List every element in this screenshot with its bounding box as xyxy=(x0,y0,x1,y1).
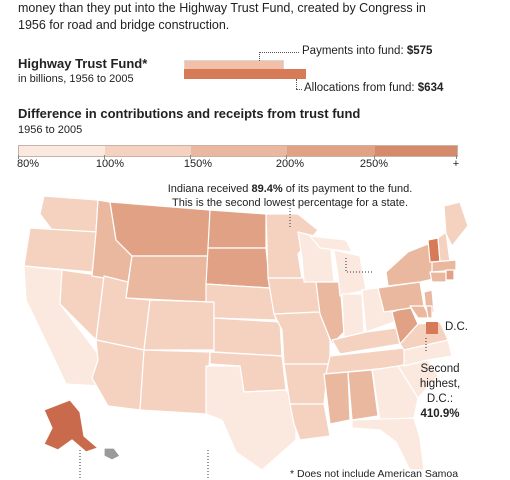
scale-segment-2 xyxy=(105,146,191,156)
scale-label: 250% xyxy=(359,158,389,170)
scale-tick xyxy=(374,155,375,159)
scale-label: 150% xyxy=(183,158,213,170)
scale-label: 80% xyxy=(16,158,40,170)
intro-text: money than they put into the Highway Tru… xyxy=(18,0,498,34)
indiana-line-2: This is the second lowest percentage for… xyxy=(171,197,409,209)
state-arizona xyxy=(91,339,145,411)
state-florida xyxy=(351,417,425,471)
scale-tick xyxy=(456,155,457,159)
state-north-dakota xyxy=(207,209,267,249)
state-washington xyxy=(39,195,99,233)
state-south-dakota xyxy=(205,247,271,289)
intro-line-2: 1956 for road and bridge construction. xyxy=(18,18,230,32)
state-iowa xyxy=(267,277,321,315)
scale-segment-5 xyxy=(375,146,457,156)
state-montana xyxy=(109,201,211,257)
allocations-value: $634 xyxy=(417,82,444,94)
difference-title: Difference in contributions and receipts… xyxy=(18,106,361,121)
state-oregon xyxy=(23,227,99,273)
state-kansas xyxy=(213,317,283,357)
scale-tick xyxy=(18,155,19,159)
scale-segment-3 xyxy=(191,146,287,156)
state-mississippi xyxy=(323,371,351,425)
allocations-label: Allocations from fund: $634 xyxy=(304,82,444,94)
state-delaware xyxy=(425,305,433,319)
state-michigan-up xyxy=(309,235,353,253)
us-map xyxy=(23,195,469,480)
allocations-leader-v xyxy=(296,79,297,89)
state-massachusetts xyxy=(431,259,457,273)
state-alabama xyxy=(347,369,379,421)
state-new-mexico xyxy=(139,349,211,415)
state-maine xyxy=(443,201,469,247)
payments-label: Payments into fund: $575 xyxy=(302,45,433,57)
indiana-annotation: Indiana received 89.4% of its payment to… xyxy=(150,182,430,210)
scale-segment-1 xyxy=(19,146,105,156)
scale-label: + xyxy=(452,158,460,170)
fund-title: Highway Trust Fund* xyxy=(18,56,148,71)
footnote: * Does not include American Samoa xyxy=(290,468,459,480)
dc-swatch xyxy=(426,322,438,334)
scale-label: 100% xyxy=(95,158,125,170)
allocations-leader xyxy=(296,89,302,90)
scale-tick xyxy=(286,155,287,159)
allocations-bar xyxy=(184,69,306,79)
state-nebraska xyxy=(205,283,277,321)
color-scale xyxy=(18,145,458,157)
intro-line-1: money than they put into the Highway Tru… xyxy=(18,1,426,15)
state-michigan xyxy=(333,249,367,297)
state-indiana xyxy=(341,293,365,339)
state-alaska xyxy=(43,399,99,453)
dc-annotation: Second highest, D.C.: 410.9% xyxy=(412,362,468,422)
payments-leader-v xyxy=(259,52,260,61)
difference-subtitle: 1956 to 2005 xyxy=(18,124,83,136)
state-georgia xyxy=(371,365,419,421)
scale-segment-4 xyxy=(287,146,375,156)
state-arkansas xyxy=(283,363,329,405)
state-texas xyxy=(205,365,297,471)
indiana-value: 89.4% xyxy=(251,183,283,195)
state-hawaii xyxy=(103,447,121,461)
scale-tick xyxy=(190,155,191,159)
state-wyoming xyxy=(125,255,209,303)
state-colorado xyxy=(143,299,215,351)
scale-tick xyxy=(104,155,105,159)
state-rhode-island xyxy=(445,269,455,281)
payments-leader xyxy=(259,52,299,53)
dc-label: D.C. xyxy=(445,321,468,333)
dc-value: 410.9% xyxy=(420,408,460,420)
payments-value: $575 xyxy=(406,45,433,57)
scale-label: 200% xyxy=(275,158,305,170)
state-connecticut xyxy=(429,271,447,283)
fund-subtitle: in billions, 1956 to 2005 xyxy=(18,73,134,85)
state-louisiana xyxy=(289,403,331,441)
